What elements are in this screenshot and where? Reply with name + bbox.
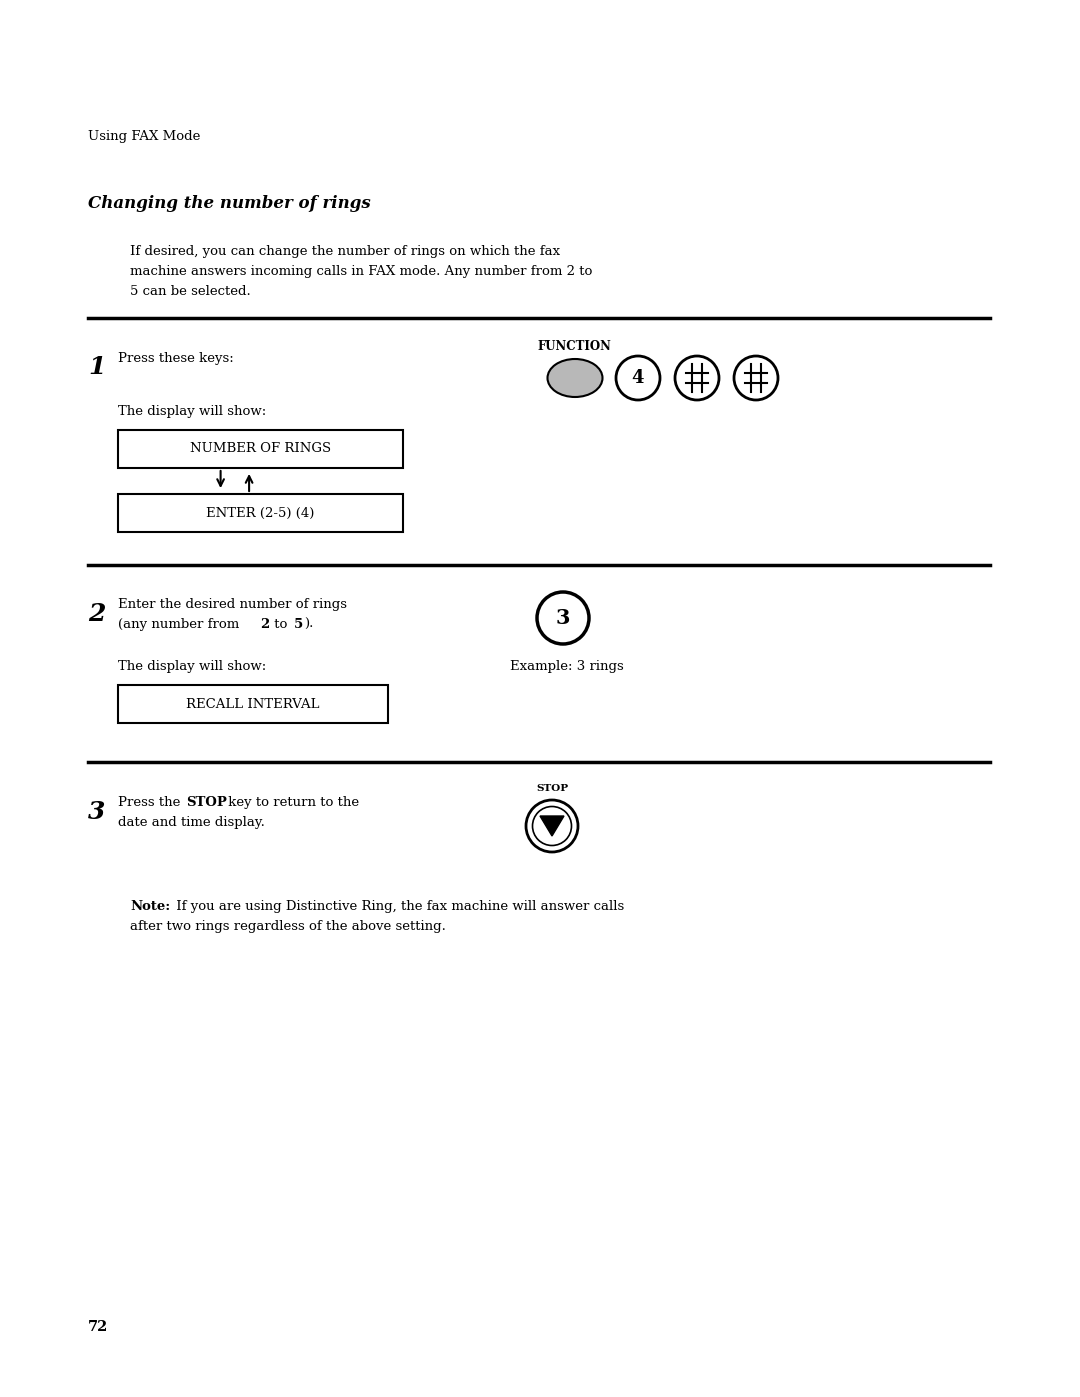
Text: If desired, you can change the number of rings on which the fax: If desired, you can change the number of… bbox=[130, 244, 561, 258]
Text: Using FAX Mode: Using FAX Mode bbox=[87, 130, 201, 142]
Polygon shape bbox=[540, 816, 564, 835]
Text: machine answers incoming calls in FAX mode. Any number from 2 to: machine answers incoming calls in FAX mo… bbox=[130, 265, 592, 278]
Text: 5: 5 bbox=[294, 617, 303, 631]
Text: STOP: STOP bbox=[186, 796, 227, 809]
Text: RECALL INTERVAL: RECALL INTERVAL bbox=[186, 697, 320, 711]
Text: 3: 3 bbox=[556, 608, 570, 629]
Text: 72: 72 bbox=[87, 1320, 108, 1334]
Text: Changing the number of rings: Changing the number of rings bbox=[87, 196, 370, 212]
Text: NUMBER OF RINGS: NUMBER OF RINGS bbox=[190, 443, 332, 455]
Text: ENTER (2-5) (4): ENTER (2-5) (4) bbox=[206, 507, 314, 520]
Bar bbox=[118, 495, 403, 532]
Text: date and time display.: date and time display. bbox=[118, 816, 265, 828]
Text: Example: 3 rings: Example: 3 rings bbox=[510, 659, 624, 673]
Circle shape bbox=[616, 356, 660, 400]
Text: The display will show:: The display will show: bbox=[118, 659, 267, 673]
Circle shape bbox=[526, 800, 578, 852]
Text: STOP: STOP bbox=[536, 784, 568, 793]
Text: The display will show:: The display will show: bbox=[118, 405, 267, 418]
Text: Enter the desired number of rings: Enter the desired number of rings bbox=[118, 598, 347, 610]
Text: after two rings regardless of the above setting.: after two rings regardless of the above … bbox=[130, 921, 446, 933]
Ellipse shape bbox=[548, 359, 603, 397]
Text: 4: 4 bbox=[632, 369, 645, 387]
Text: Press these keys:: Press these keys: bbox=[118, 352, 233, 365]
Bar bbox=[118, 685, 388, 724]
Text: FUNCTION: FUNCTION bbox=[537, 339, 611, 353]
Circle shape bbox=[532, 806, 571, 845]
Circle shape bbox=[675, 356, 719, 400]
Text: to: to bbox=[270, 617, 292, 631]
Text: Press the: Press the bbox=[118, 796, 185, 809]
Text: ).: ). bbox=[303, 617, 313, 631]
Circle shape bbox=[734, 356, 778, 400]
Bar bbox=[118, 430, 403, 468]
Text: 1: 1 bbox=[87, 355, 106, 379]
Text: key to return to the: key to return to the bbox=[224, 796, 360, 809]
Text: 2: 2 bbox=[87, 602, 106, 626]
Text: 2: 2 bbox=[260, 617, 269, 631]
Text: 3: 3 bbox=[87, 800, 106, 824]
Text: If you are using Distinctive Ring, the fax machine will answer calls: If you are using Distinctive Ring, the f… bbox=[172, 900, 624, 914]
Text: (any number from: (any number from bbox=[118, 617, 243, 631]
Text: Note:: Note: bbox=[130, 900, 171, 914]
Circle shape bbox=[537, 592, 589, 644]
Text: 5 can be selected.: 5 can be selected. bbox=[130, 285, 251, 298]
